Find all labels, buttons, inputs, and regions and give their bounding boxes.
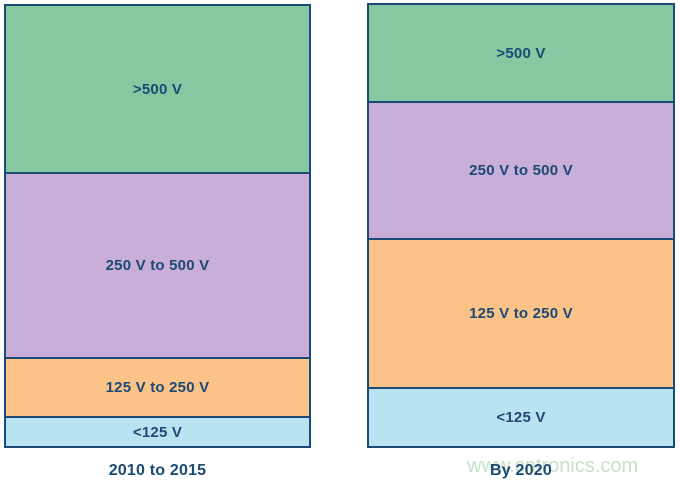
bar-category-label-2010-2015: 2010 to 2015 — [108, 462, 207, 479]
bar-segment: 125 V to 250 V — [6, 356, 309, 417]
bar-segment: >500 V — [369, 5, 673, 102]
segment-label: >500 V — [132, 80, 183, 98]
bar-group-2010-2015: >500 V 250 V to 500 V 125 V to 250 V <125 V… — [4, 4, 311, 480]
bar-segment: <125 V — [6, 416, 309, 446]
bar-segment: 250 V to 500 V — [369, 101, 673, 238]
bar-segment: <125 V — [369, 387, 673, 446]
segment-label: 250 V to 500 V — [469, 161, 573, 179]
segment-label: 125 V to 250 V — [469, 305, 573, 323]
bar-column-by-2020: >500 V 250 V to 500 V 125 V to 250 V <125 V — [367, 3, 675, 448]
segment-label: <125 V — [132, 423, 183, 441]
bar-segment: >500 V — [6, 6, 309, 173]
bar-segment: 125 V to 250 V — [369, 237, 673, 388]
segment-label: >500 V — [496, 44, 546, 62]
bar-category-label-by-2020: By 2020 — [490, 462, 552, 479]
segment-label: 250 V to 500 V — [105, 256, 210, 274]
segment-label: 125 V to 250 V — [105, 378, 210, 396]
bar-group-by-2020: >500 V 250 V to 500 V 125 V to 250 V <125 V… — [367, 3, 675, 480]
segment-label: <125 V — [496, 409, 546, 427]
bar-segment: 250 V to 500 V — [6, 172, 309, 357]
bar-column-2010-2015: >500 V 250 V to 500 V 125 V to 250 V <125 V — [4, 4, 311, 448]
